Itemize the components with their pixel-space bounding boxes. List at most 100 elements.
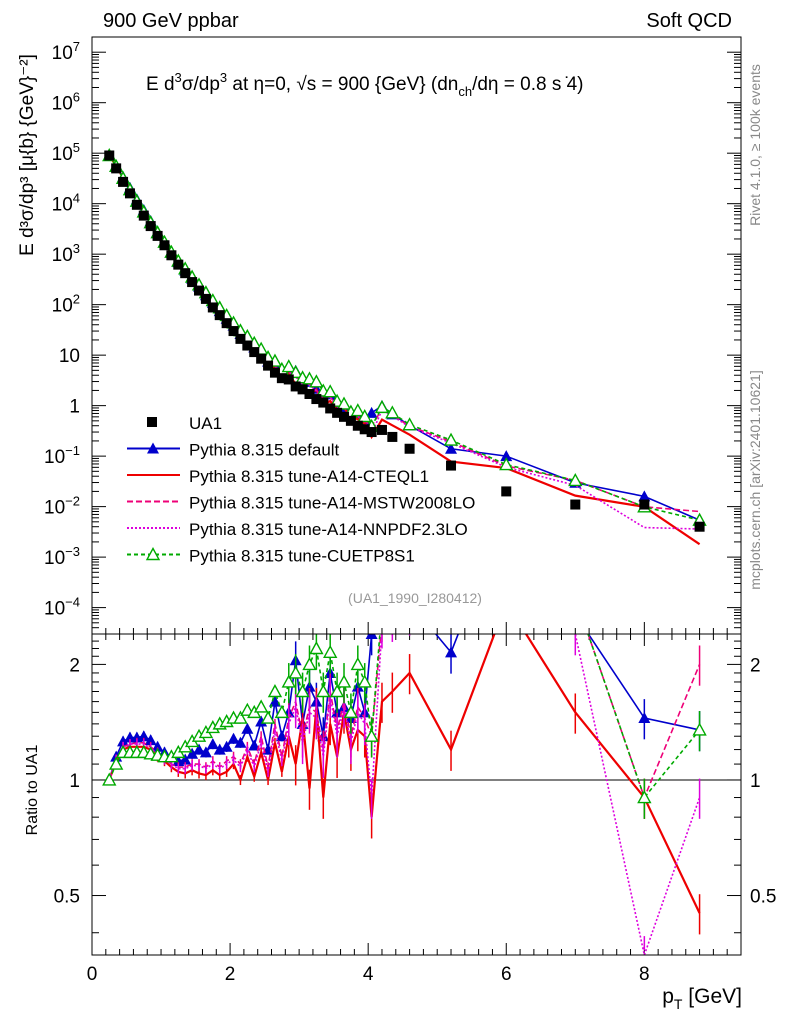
header-left: 900 GeV ppbar [103,10,239,32]
ratio-panel [102,506,707,955]
ratio-tick-label: 1 [750,771,761,792]
ua1-data-point [207,302,218,313]
series-0-point [500,450,513,462]
series-0-ratio-point [445,646,458,658]
series-4-ratio-point [108,756,124,770]
y-tick-label: 10−2 [44,494,80,519]
ua1-data-point [276,373,287,384]
series-0-ratio-point [303,680,316,692]
series-0-ratio-point [206,738,219,750]
series-4-ratio-point [295,684,310,698]
series-0-ratio-point [117,735,130,747]
series-4-ratio-point [500,570,512,581]
series-4-ratio-point [336,674,352,688]
legend-label: Pythia 8.315 tune-A14-CTEQL1 [189,467,429,486]
series-0-ratio-point [248,739,261,751]
ratio-tick-label: 2 [69,655,80,676]
series-0-ratio-point [500,506,512,517]
ua1-data-point [221,318,232,329]
series-0-ratio-point [213,743,226,755]
ua1-data-point [152,230,163,241]
legend-entry: Pythia 8.315 tune-CUETP8S1 [127,547,415,566]
ua1-data-point [352,420,363,431]
legend-label: Pythia 8.315 tune-A14-MSTW2008LO [189,494,475,513]
legend-label: Pythia 8.315 tune-A14-NNPDF2.3LO [189,520,468,539]
series-4-point [374,399,390,414]
ua1-data-point [304,389,315,400]
ua1-data-point [166,250,177,261]
chart-title: E d3σ/dp3 at η=0, √s = 900 {GeV} (dnch/d… [146,70,584,99]
ua1-data-point [345,415,356,426]
y-tick-label: 107 [52,39,80,64]
series-4-ratio-point [102,772,117,786]
series-4-point [385,405,400,419]
series-4-ratio-point [357,674,372,688]
ua1-data-point [138,210,149,221]
series-4-point [302,371,317,385]
series-4-point [350,403,365,417]
series-4-ratio-point [233,710,248,724]
ratio-tick-label: 0.5 [750,887,776,908]
legend-swatch [147,417,157,427]
series-4-point [309,374,324,388]
ua1-data-point [501,486,512,497]
series-3-ratio-line [108,634,701,955]
ua1-data-point [387,431,398,442]
series-4-ratio-point [288,665,303,679]
ratio-tick-label: 2 [750,655,761,676]
series-0-point [638,490,651,502]
series-0-ratio-point [638,712,651,724]
series-4-point [336,396,352,410]
ua1-data-point [366,427,377,438]
series-0-ratio-point [268,695,281,707]
legend-entry: Pythia 8.315 tune-A14-CTEQL1 [127,467,429,486]
legend-entry: Pythia 8.315 tune-A14-NNPDF2.3LO [127,520,468,539]
series-0-ratio-point [275,730,288,742]
series-4-ratio-point [323,644,338,659]
series-0-ratio-point [193,743,206,755]
ua1-data-point [311,394,322,405]
ratio-tick-label: 1 [69,771,80,792]
ua1-data-point [145,221,156,232]
ua1-data-point [104,150,115,161]
ua1-data-point [332,407,343,418]
main-panel-frame [91,36,742,635]
series-0-ratio-point [199,746,212,758]
ua1-data-point [242,340,253,351]
series-4-ratio-point [281,674,296,688]
series-4-ratio-point [316,684,331,698]
y-tick-label: 103 [52,241,80,266]
series-4-ratio-point [309,641,324,655]
series-0-ratio-point [186,747,199,759]
x-axis-label: pT [GeV] [662,985,742,1012]
series-4-ratio-point [364,728,379,742]
series-0-main-line [108,155,700,521]
x-tick-label: 8 [639,964,650,985]
y-tick-label: 10−1 [44,443,80,468]
ratio-y-axis-label: Ratio to UA1 [24,745,41,836]
series-0-ratio-point [151,740,164,752]
series-0-ratio-point [144,734,157,746]
ua1-data-point [297,384,308,395]
series-4-ratio-point [260,710,276,724]
series-0-ratio-point [137,730,150,742]
legend-marker [145,547,161,561]
y-tick-label: 1 [69,397,80,418]
series-0-point [445,442,458,454]
ua1-data-point [235,333,246,344]
ua1-data-point [269,367,280,378]
series-4-point [443,432,459,446]
legend-label: Pythia 8.315 tune-CUETP8S1 [189,547,415,566]
ratio-tick-label: 0.5 [54,887,80,908]
series-0-ratio-point [179,753,192,765]
series-4-ratio-point [350,656,365,671]
y-tick-label: 104 [52,191,80,216]
series-0-point [365,406,378,418]
y-tick-label: 105 [52,140,80,165]
y-tick-label: 10 [59,346,80,367]
ua1-data-point [694,521,705,532]
series-4-point [499,457,514,471]
series-4-main-line [108,155,700,521]
legend-entry: UA1 [147,414,222,433]
mcplots-label: mcplots.cern.ch [arXiv:2401.10621] [747,370,763,589]
